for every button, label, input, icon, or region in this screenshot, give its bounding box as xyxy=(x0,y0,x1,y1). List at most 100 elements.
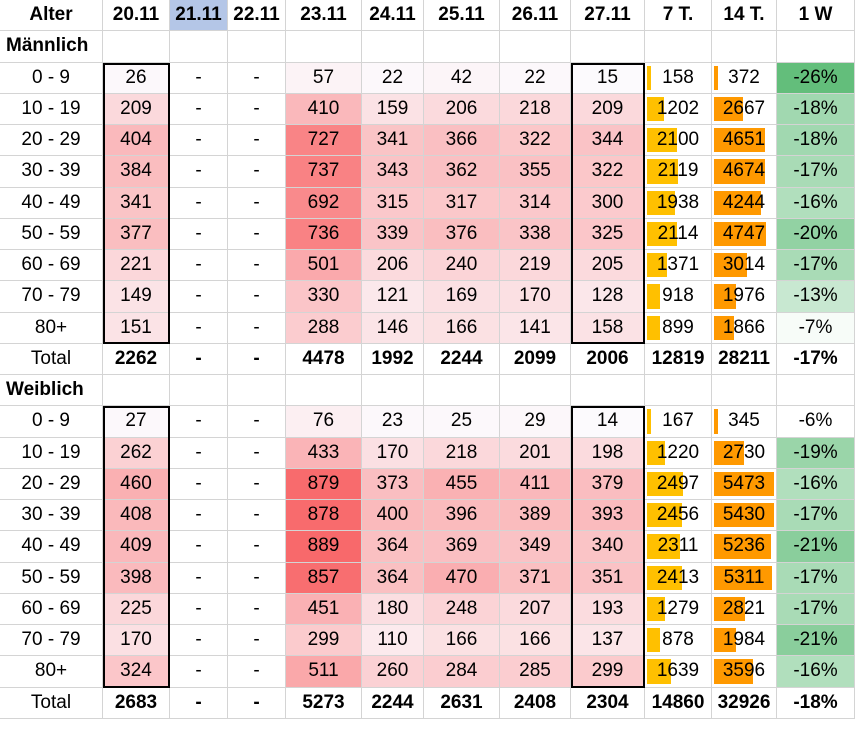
cell-sum-7-days: 2100 xyxy=(645,125,712,157)
cell-text: 362 xyxy=(445,160,478,182)
cell-sum-7-days: 158 xyxy=(645,62,712,94)
cell-text: 151 xyxy=(120,316,152,338)
cell-text: 322 xyxy=(591,160,624,182)
empty-cell xyxy=(424,375,500,407)
cell-text: 206 xyxy=(376,254,409,276)
cell-text: - xyxy=(195,629,202,651)
cell-text: - xyxy=(195,316,202,338)
cell-text: 209 xyxy=(591,97,624,119)
cell-text: 364 xyxy=(376,566,409,588)
header-date-21-11: 21.11 xyxy=(170,0,228,32)
cell-text: 1976 xyxy=(722,285,766,307)
cell-text: 341 xyxy=(376,129,409,151)
cell-sum-14-days: 4747 xyxy=(712,218,777,250)
total-date-20-11: 2262 xyxy=(103,343,170,375)
cell-text: Total xyxy=(30,691,72,713)
cell-text: 299 xyxy=(591,660,624,682)
cell-date-22-11: - xyxy=(228,531,286,563)
cell-date-20-11: 151 xyxy=(103,312,170,344)
cell-text: 22.11 xyxy=(233,4,280,26)
cell-change-1-week: -17% xyxy=(777,562,855,594)
empty-cell xyxy=(103,31,170,63)
cell-date-27-11: 351 xyxy=(571,562,645,594)
cell-date-23-11: 76 xyxy=(286,406,362,438)
cell-date-20-11: 170 xyxy=(103,625,170,657)
cell-date-27-11: 340 xyxy=(571,531,645,563)
cell-date-22-11: - xyxy=(228,93,286,125)
cell-text: 300 xyxy=(591,191,624,213)
cell-text: 218 xyxy=(445,441,478,463)
cell-date-23-11: 857 xyxy=(286,562,362,594)
cell-text: 736 xyxy=(307,222,340,244)
cell-text: 30 - 39 xyxy=(21,504,81,526)
section-title: Männlich xyxy=(0,31,103,63)
cell-text: 166 xyxy=(519,629,551,651)
cell-date-27-11: 198 xyxy=(571,437,645,469)
cell-text: 141 xyxy=(519,316,551,338)
cell-text: - xyxy=(195,660,202,682)
cell-text: 366 xyxy=(445,129,478,151)
cell-sum-14-days: 2667 xyxy=(712,93,777,125)
cell-date-20-11: 27 xyxy=(103,406,170,438)
total-date-27-11: 2304 xyxy=(571,687,645,719)
cell-date-23-11: 692 xyxy=(286,187,362,219)
cell-text: 110 xyxy=(377,629,408,651)
cell-age: 30 - 39 xyxy=(0,156,103,188)
cell-text: 369 xyxy=(445,535,478,557)
empty-cell xyxy=(777,31,855,63)
cell-text: 2730 xyxy=(722,441,766,463)
cell-text: 470 xyxy=(445,566,478,588)
cell-date-24-11: 180 xyxy=(362,593,424,625)
total-date-26-11: 2099 xyxy=(500,343,571,375)
cell-text: - xyxy=(253,160,260,182)
cell-age: 50 - 59 xyxy=(0,562,103,594)
cell-change-1-week: -26% xyxy=(777,62,855,94)
cell-text: 404 xyxy=(120,129,152,151)
cell-text: 5236 xyxy=(722,535,766,557)
bar-14-days xyxy=(714,409,718,434)
cell-text: 137 xyxy=(591,629,624,651)
cell-text: 0 - 9 xyxy=(31,410,71,432)
cell-age: 10 - 19 xyxy=(0,437,103,469)
cell-sum-7-days: 1202 xyxy=(645,93,712,125)
cell-age: 80+ xyxy=(0,312,103,344)
empty-cell xyxy=(712,375,777,407)
cell-sum-14-days: 5473 xyxy=(712,468,777,500)
header-date-26-11: 26.11 xyxy=(500,0,571,32)
bar-14-days xyxy=(714,96,744,121)
cell-text: 40 - 49 xyxy=(21,191,81,213)
cell-text: 2456 xyxy=(656,504,700,526)
cell-date-24-11: 339 xyxy=(362,218,424,250)
cell-date-27-11: 299 xyxy=(571,656,645,688)
cell-text: 2114 xyxy=(657,222,699,244)
empty-cell xyxy=(286,31,362,63)
bar-7-days xyxy=(647,503,683,528)
cell-date-25-11: 25 xyxy=(424,406,500,438)
cell-date-20-11: 384 xyxy=(103,156,170,188)
cell-date-21-11: - xyxy=(170,531,228,563)
cell-date-20-11: 460 xyxy=(103,468,170,500)
cell-text: 2683 xyxy=(114,691,158,713)
cell-text: -16% xyxy=(793,191,838,213)
cell-text: 80+ xyxy=(34,316,68,338)
cell-text: 15 xyxy=(596,66,619,88)
cell-date-21-11: - xyxy=(170,281,228,313)
cell-text: 193 xyxy=(591,597,624,619)
cell-date-23-11: 433 xyxy=(286,437,362,469)
bar-7-days xyxy=(647,565,682,590)
bar-14-days xyxy=(714,440,744,465)
cell-date-23-11: 57 xyxy=(286,62,362,94)
cell-date-25-11: 317 xyxy=(424,187,500,219)
cell-text: 2631 xyxy=(440,691,483,713)
cell-text: - xyxy=(253,441,260,463)
cell-text: 460 xyxy=(120,472,152,494)
empty-cell xyxy=(170,31,228,63)
cell-text: -26% xyxy=(793,66,838,88)
cell-text: 325 xyxy=(591,222,624,244)
cell-text: -17% xyxy=(793,566,838,588)
empty-cell xyxy=(571,375,645,407)
cell-date-26-11: 207 xyxy=(500,593,571,625)
cell-text: 12819 xyxy=(651,347,705,369)
cell-date-21-11: - xyxy=(170,500,228,532)
cell-text: - xyxy=(195,535,202,557)
